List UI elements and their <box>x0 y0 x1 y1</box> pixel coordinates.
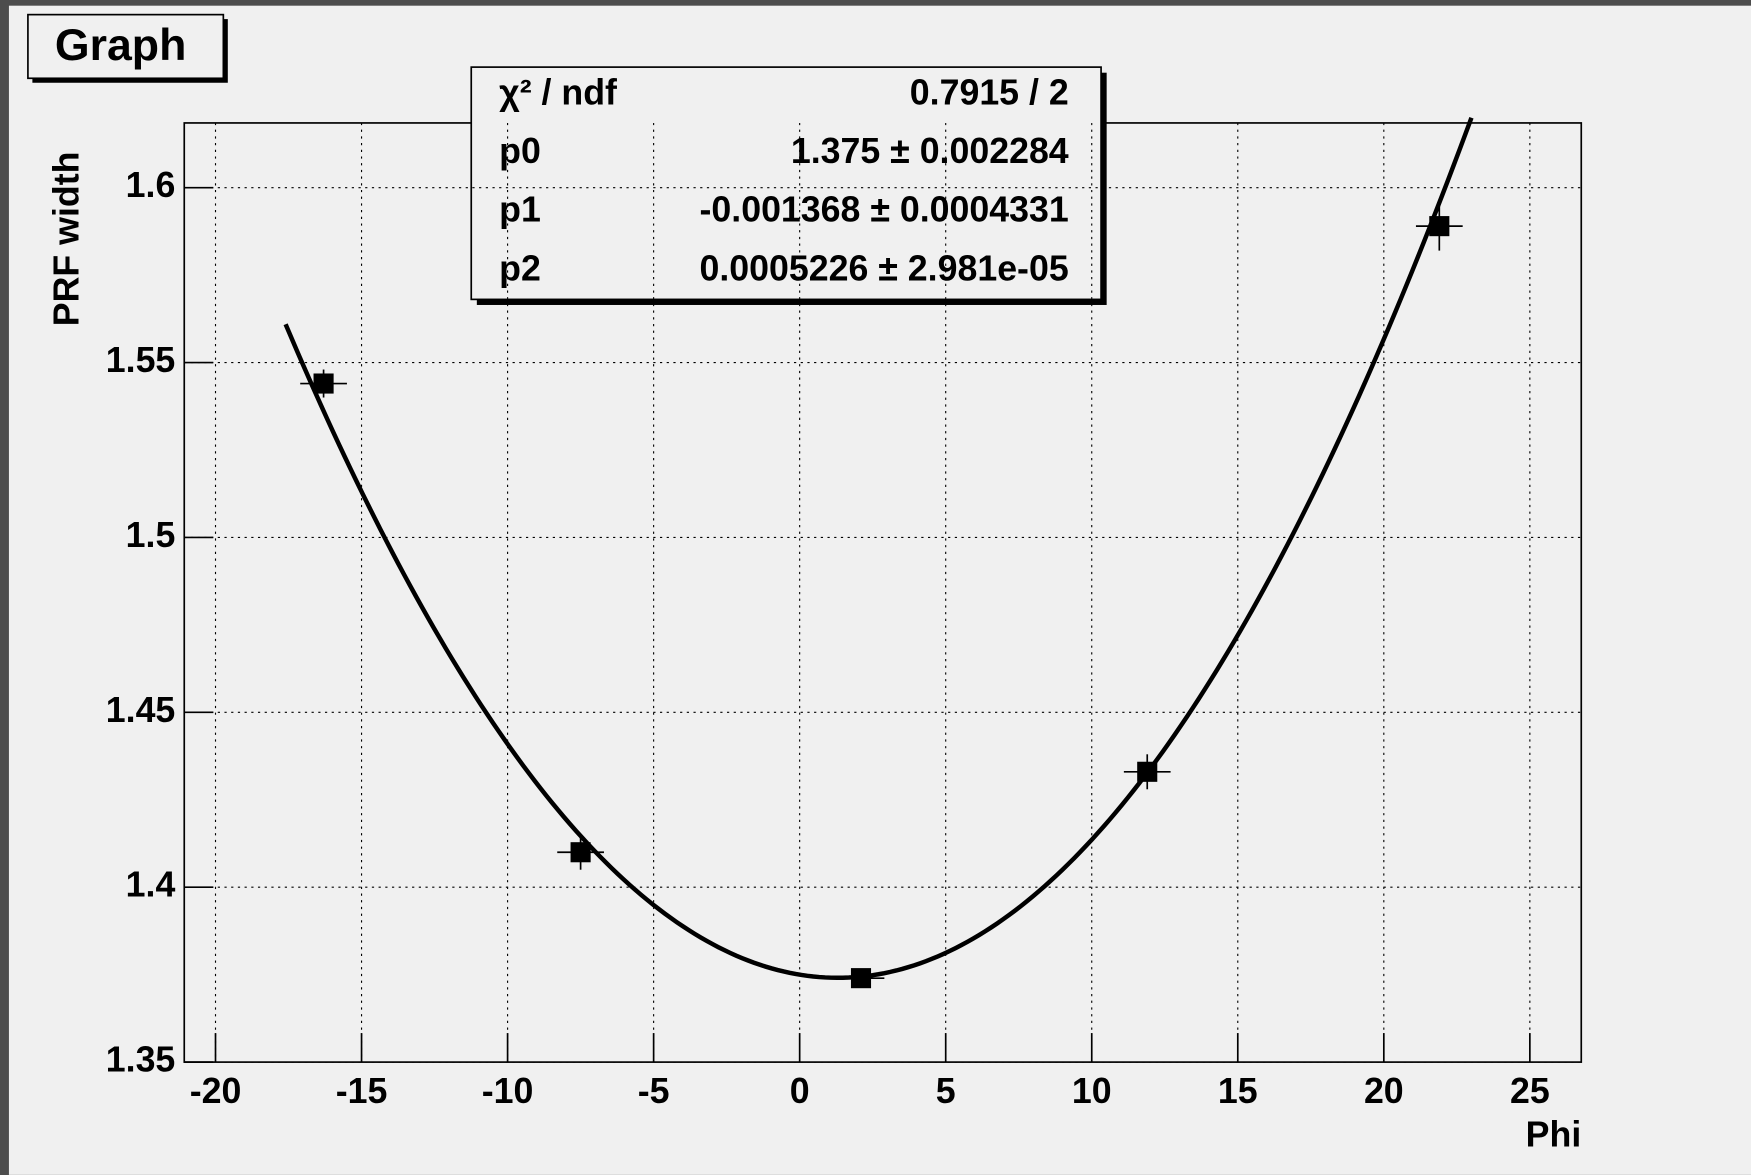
x-axis-label: Phi <box>1526 1114 1582 1154</box>
stats-frame <box>470 66 1102 301</box>
fit-curve <box>283 116 1474 981</box>
y-tick-label: 1.5 <box>126 515 176 555</box>
x-tick-label: -15 <box>336 1071 388 1111</box>
x-tick-label: 20 <box>1364 1071 1404 1111</box>
data-point <box>1429 216 1450 237</box>
data-point <box>850 968 872 989</box>
x-tick-label: 0 <box>790 1071 810 1111</box>
x-tick-label: 25 <box>1510 1071 1550 1111</box>
data-point <box>1137 761 1158 782</box>
title-box <box>27 13 225 80</box>
x-tick-label: 10 <box>1072 1071 1112 1111</box>
data-point <box>570 842 591 863</box>
stats-name: p1 <box>499 190 541 230</box>
y-tick-label: 1.6 <box>126 165 176 205</box>
y-axis-label: PRF width <box>47 152 87 327</box>
x-tick-label: 5 <box>936 1071 956 1111</box>
x-tick-label: -10 <box>482 1071 534 1111</box>
x-tick-label: -5 <box>638 1071 670 1111</box>
x-tick-label: 15 <box>1218 1071 1258 1111</box>
stats-value: 0.0005226 ± 2.981e-05 <box>700 248 1069 288</box>
data-point <box>313 373 334 394</box>
stats-value: 1.375 ± 0.002284 <box>791 131 1069 171</box>
stats-box <box>470 66 1107 305</box>
y-tick-label: 1.35 <box>106 1040 176 1080</box>
x-tick-label: -20 <box>190 1071 242 1111</box>
y-tick-label: 1.55 <box>106 340 176 380</box>
stats-name: p2 <box>499 248 541 288</box>
y-tick-label: 1.4 <box>126 865 176 905</box>
stats-name: p0 <box>499 131 541 171</box>
chart-title: Graph <box>55 21 187 70</box>
stats-value: -0.001368 ± 0.0004331 <box>700 190 1069 230</box>
stats-value: 0.7915 / 2 <box>910 72 1069 112</box>
stats-name: χ² / ndf <box>499 72 617 112</box>
y-tick-label: 1.45 <box>106 690 176 730</box>
